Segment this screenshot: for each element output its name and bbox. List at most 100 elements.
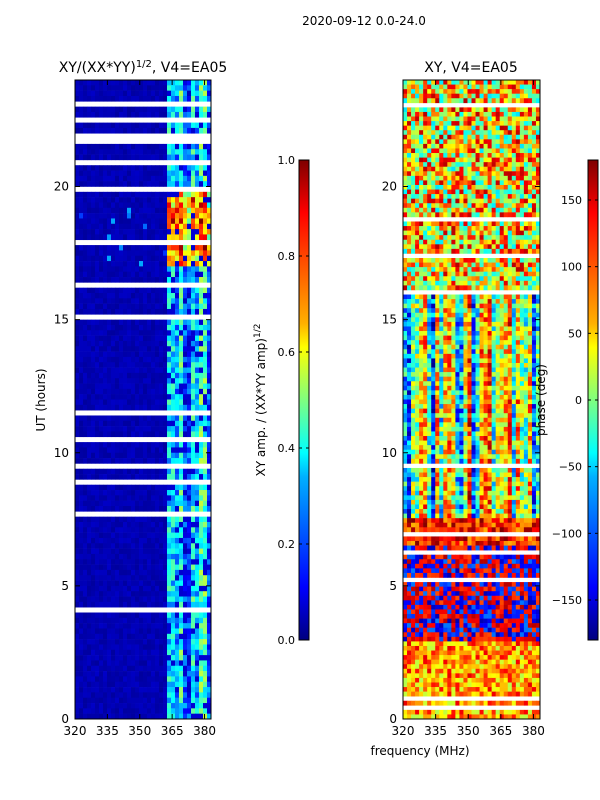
amp-heat-cell [167,356,172,363]
amp-heat-cell [111,692,116,698]
amp-heat-cell [183,319,188,326]
amp-heat-cell [123,170,128,177]
amp-heat-cell [79,154,84,161]
phase-heat-cell [451,180,456,186]
amp-heat-cell [159,218,164,225]
amp-heat-cell [143,388,148,395]
amp-heat-cell [91,271,96,278]
amp-heat-cell [135,250,140,257]
amp-heat-cell [171,399,176,406]
amp-heat-cell [143,527,148,533]
phase-heat-cell [527,267,533,272]
amp-heat-cell [135,415,140,422]
phase-heat-cell [523,80,529,85]
amp-heat-cell [143,665,148,672]
phase-heat-cell [503,130,509,136]
amp-heat-cell [167,80,172,86]
amp-heat-cell [207,692,212,698]
amp-heat-cell [187,308,192,315]
phase-heat-cell [527,248,533,254]
amp-heat-cell [175,601,180,608]
amp-heat-cell [107,639,112,645]
amp-heat-cell [207,623,212,629]
amp-heat-cell [115,234,120,241]
amp-heat-cell [199,170,204,177]
amp-heat-cell [151,340,156,347]
amp-heat-cell [111,293,116,299]
amp-heat-cell [135,293,140,299]
amp-heat-cell [155,143,160,150]
phase-heat-cell [487,203,492,209]
amp-heat-cell [79,404,84,411]
amp-heat-cell [131,330,136,336]
amp-heat-cell [203,367,208,374]
amp-heat-cell [83,367,88,374]
amp-heat-cell [203,335,208,342]
phase-heat-cell [451,194,456,199]
amp-heat-cell [75,175,80,182]
amp-heat-cell [175,431,180,438]
amp-heat-cell [107,324,112,331]
phase-heat-cell [475,221,480,227]
amp-heat-cell [95,388,100,395]
amp-heat-cell [171,671,176,677]
amp-heat-cell [95,628,100,635]
amp-heat-cell [171,250,176,257]
amp-heat-cell [99,250,104,257]
amp-heat-cell [131,80,136,86]
amp-heat-cell [175,111,180,118]
amp-heat-cell [179,223,184,230]
phase-heat-cell [431,244,436,250]
amp-heat-cell [183,692,188,698]
amp-heat-cell [91,378,96,384]
amp-x-tick-label: 365 [161,724,184,738]
amp-heat-cell [159,165,164,171]
amp-heat-cell [159,255,164,262]
phase-heat-cell [419,271,424,277]
amp-heat-cell [95,229,100,235]
amp-heat-cell [91,692,96,698]
amp-heat-cell [151,175,156,182]
amp-heat-cell [147,543,152,549]
amp-heat-cell [127,261,132,267]
amp-heat-cell [95,218,100,225]
amp-heat-cell [195,207,200,214]
phase-heat-cell [427,84,432,90]
amp-heat-cell [147,617,152,624]
amp-heat-cell [115,303,120,310]
amp-heat-cell [135,362,140,368]
amp-heat-cell [143,319,148,326]
phase-heat-cell [499,194,505,199]
amp-heat-cell [135,149,140,155]
amp-heat-cell [127,197,132,203]
amp-heat-cell [143,378,148,384]
phase-heat-cell [447,226,452,231]
amp-heat-cell [159,287,164,294]
amp-heat-cell [203,404,208,411]
amp-heat-cell [79,335,84,342]
amp-heat-cell [199,516,204,523]
amp-heat-cell [171,500,176,507]
amp-heat-cell [167,261,172,267]
amp-heat-cell [143,213,148,219]
amp-heat-cell [131,665,136,672]
phase-heat-cell [403,175,408,181]
phase-heat-cell [499,244,505,250]
amp-heat-cell [83,468,88,475]
amp-heat-cell [163,319,168,326]
amp-heat-cell [151,255,156,262]
amp-heat-cell [183,697,188,704]
phase-heat-cell [515,175,521,181]
amp-heat-cell [115,367,120,374]
amp-heat-cell [139,335,144,342]
amp-heat-cell [123,378,128,384]
amp-heat-cell [195,612,200,619]
phase-heat-cell [435,248,440,254]
phase-heat-cell [411,148,416,154]
amp-heat-cell [199,676,204,683]
phase-heat-cell [531,162,537,168]
phase-heat-cell [415,248,420,254]
phase-heat-cell [467,143,472,149]
amp-heat-cell [159,143,164,150]
amp-heat-cell [139,245,144,251]
